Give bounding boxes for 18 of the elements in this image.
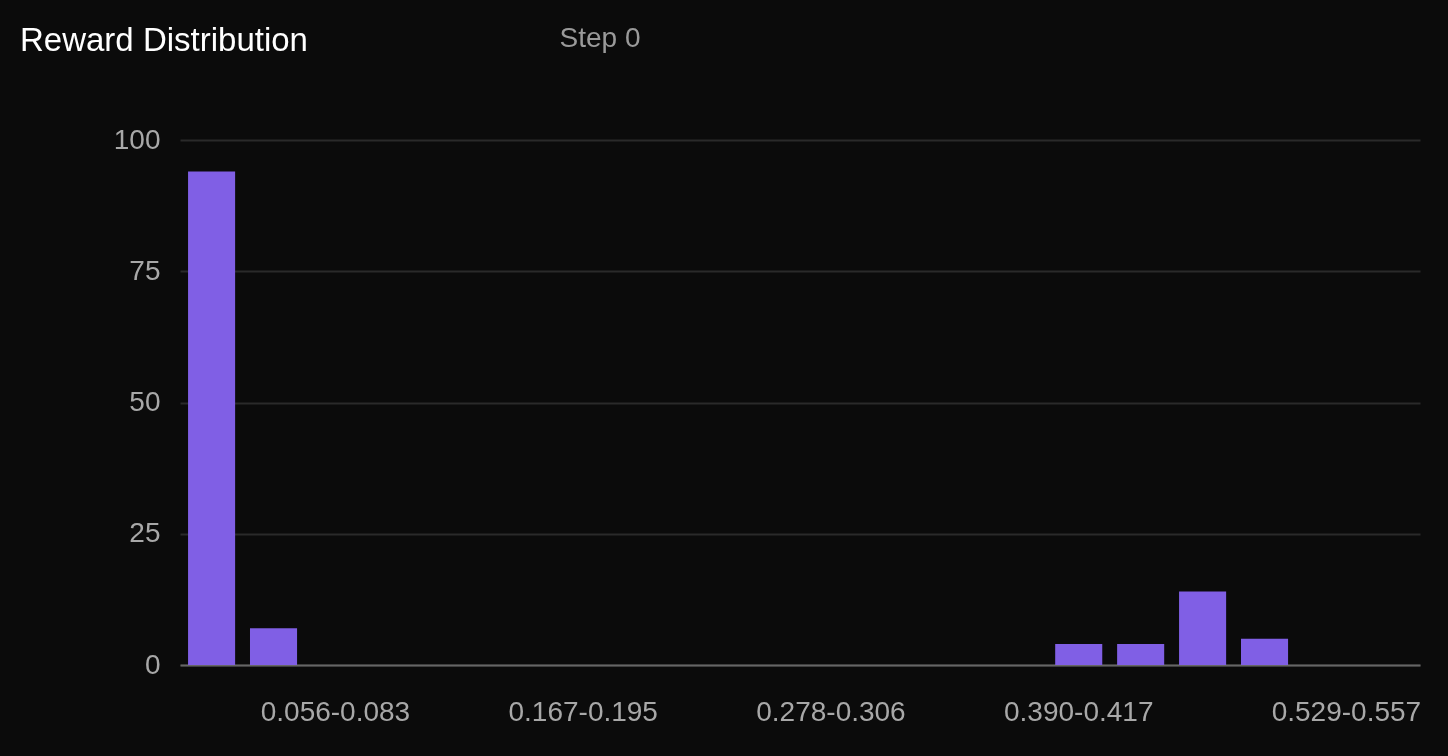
bar	[249, 628, 298, 665]
bar	[1055, 644, 1103, 665]
x-tick-label: 0.056-0.083	[260, 695, 411, 727]
x-tick-label: 0.278-0.306	[756, 695, 906, 727]
y-tick-label: 0	[144, 648, 161, 680]
x-tick-label: 0.529-0.557	[1271, 695, 1422, 727]
x-tick-label: 0.167-0.195	[508, 695, 658, 727]
bar	[188, 171, 236, 665]
bar	[1179, 591, 1227, 665]
chart-title: Reward Distribution	[20, 21, 308, 58]
x-tick-label: 0.390-0.417	[1003, 695, 1154, 727]
y-tick-label: 25	[129, 517, 161, 549]
y-tick-label: 50	[129, 386, 161, 417]
y-tick-label: 75	[129, 254, 161, 286]
bar	[1117, 644, 1165, 665]
bar	[1241, 638, 1289, 665]
chart-subtitle: Step 0	[559, 22, 641, 53]
y-tick-label: 100	[113, 123, 161, 155]
